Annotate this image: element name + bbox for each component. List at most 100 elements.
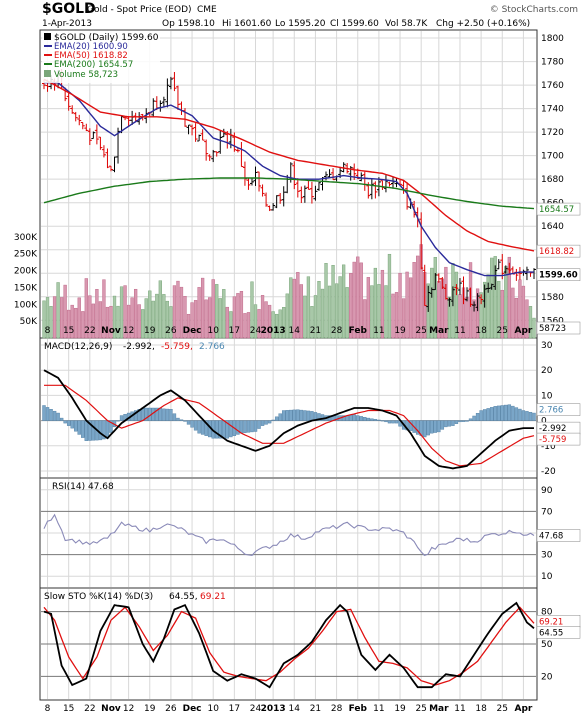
volume-bar [232, 296, 237, 339]
volume-bar [289, 277, 293, 339]
volume-bar [454, 271, 459, 339]
ema50-value-tag: 1618.82 [539, 247, 574, 257]
ohlc-bar [457, 278, 462, 295]
volume-bar [387, 253, 392, 339]
ohlc-bar [260, 184, 265, 197]
ohlc-bar [419, 212, 424, 270]
macd-histogram-bar [197, 420, 201, 434]
macd-histogram-bar [155, 407, 159, 421]
ema50-line [43, 78, 535, 252]
ohlc-bar [450, 286, 455, 307]
macd-histogram-bar [45, 407, 50, 421]
macd-histogram-bar [341, 415, 346, 421]
volume-bar [416, 255, 420, 339]
volume-bar [215, 284, 219, 339]
ohlc-bar [271, 203, 276, 211]
volume-bar [359, 262, 363, 339]
price-tick-label: 1760 [541, 81, 564, 91]
macd-histogram-bar [465, 420, 469, 422]
macd-histogram-bar [507, 404, 512, 421]
macd-histogram-bar [475, 413, 480, 421]
macd-histogram-bar [42, 405, 46, 421]
ohlc-bar [77, 114, 82, 126]
volume-bar [116, 305, 120, 339]
volume-bar [126, 304, 131, 339]
volume-bar [56, 282, 60, 339]
macd-histogram-bar [63, 420, 67, 424]
price-tick-label: 1800 [541, 34, 564, 44]
volume-bar [88, 295, 92, 339]
ohlc-bar [264, 192, 269, 207]
macd-histogram-bar [359, 416, 363, 421]
volume-bar [377, 284, 381, 339]
ema50-legend-label: EMA(50) 1618.82 [54, 51, 128, 61]
ohlc-bar [257, 171, 262, 192]
volume-bar [162, 294, 166, 339]
macd-histogram-bar [373, 419, 378, 421]
sto-legend-k: 64.55, [169, 592, 198, 602]
volume-bar [218, 298, 222, 339]
ohlc-bar [218, 130, 223, 154]
macd-histogram-bar [426, 420, 430, 436]
x-tick-label-bottom: 2013 [261, 704, 286, 714]
macd-histogram-bar [169, 409, 173, 421]
volume-bar [493, 256, 497, 339]
ohlc-bar [193, 123, 198, 142]
ohlc-bar [447, 297, 452, 307]
volume-bar [260, 295, 265, 339]
price-tick-label: 1560 [541, 316, 564, 326]
volume-legend-swatch [44, 70, 51, 77]
volume-bar [518, 279, 522, 339]
ohlc-bar [359, 172, 364, 182]
macd-panel-frame [39, 337, 538, 479]
macd-histogram-bar [81, 420, 85, 438]
price-legend-label: $GOLD (Daily) 1599.60 [54, 33, 159, 43]
macd-histogram-bar [532, 412, 536, 421]
ohlc-bar [204, 139, 209, 161]
ohlc-bar [440, 277, 445, 289]
macd-histogram-bar [514, 407, 519, 421]
ema200-value-tag: 1654.57 [539, 205, 574, 215]
volume-bar [313, 295, 318, 339]
macd-histogram-bar [461, 420, 466, 422]
macd-histogram-bar [158, 407, 163, 421]
macd-histogram-bar [303, 410, 307, 421]
x-tick-label: 25 [415, 326, 426, 336]
volume-bar [391, 293, 395, 339]
volume-bar [363, 299, 367, 339]
ohlc-bar [524, 266, 529, 281]
x-tick-label-bottom: 14 [289, 704, 301, 714]
macd-legend-title: MACD(12,26,9) [44, 342, 112, 352]
volume-bar [521, 285, 526, 339]
macd-tick-label: 20 [541, 366, 553, 376]
volume-bar [169, 306, 173, 339]
ohlc-bar [493, 265, 498, 290]
ohlc-bar [242, 161, 247, 186]
volume-bar [102, 279, 106, 339]
x-tick-label: 12 [123, 326, 134, 336]
volume-bar [334, 283, 339, 339]
volume-bar [331, 265, 335, 339]
macd-histogram-bar [500, 405, 504, 421]
ema200-legend-label: EMA(200) 1654.57 [54, 60, 133, 70]
volume-bar [282, 307, 286, 339]
ohlc-bar [161, 96, 166, 108]
x-tick-label-bottom: 8 [45, 704, 51, 714]
volume-bar [105, 306, 110, 339]
volume-bar [444, 266, 448, 339]
volume-bar [257, 309, 261, 339]
macd-histogram-bar [98, 420, 103, 441]
macd-histogram-bar [59, 417, 64, 421]
x-tick-label: 11 [373, 326, 384, 336]
rsi-tick-label: 10 [541, 572, 553, 582]
ohlc-bar [197, 134, 202, 142]
macd-histogram-bar [454, 420, 459, 424]
sto-tick-label: 50 [541, 640, 553, 650]
volume-bar [296, 272, 300, 339]
sto-legend-title: Slow STO %K(14) %D(3) [44, 592, 153, 602]
macd-histogram-bar [264, 420, 268, 425]
macd-histogram-bar [521, 410, 526, 421]
volume-bar [275, 313, 279, 339]
x-tick-label: Dec [183, 326, 202, 336]
macd-histogram-bar [176, 417, 180, 421]
